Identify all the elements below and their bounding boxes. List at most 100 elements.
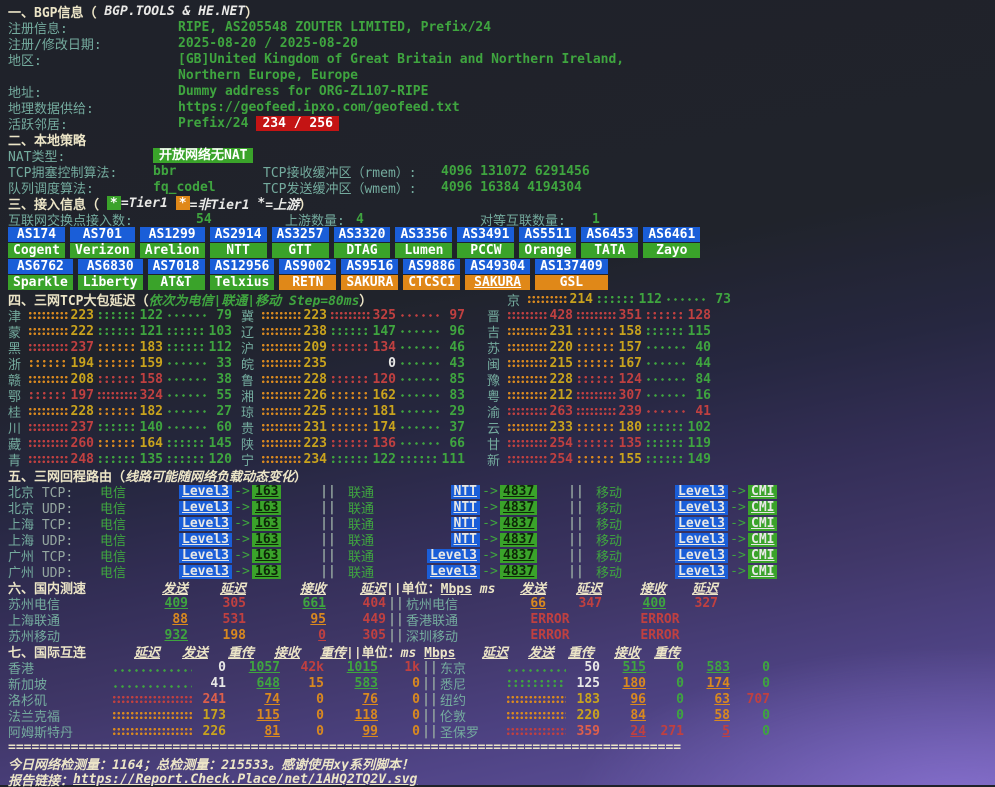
latency-value: 158 bbox=[139, 371, 163, 387]
speed-value: 661 bbox=[302, 595, 326, 611]
latency-subcell: 307 bbox=[573, 387, 642, 403]
latency-bar-zone bbox=[112, 659, 192, 675]
speed-value: 0 bbox=[676, 675, 684, 691]
province-latency-cell: 津 223 122 79 bbox=[8, 307, 232, 324]
as-badge-pair: AS6830 Liberty bbox=[77, 259, 143, 291]
latency-value: 46 bbox=[449, 339, 465, 355]
field-label: 地理数据供给: bbox=[8, 101, 94, 116]
speed-value: 531 bbox=[222, 611, 246, 627]
carrier-badge: DTAG bbox=[333, 243, 391, 258]
route-to-badge: CMI bbox=[748, 564, 778, 579]
latency-subcell: 197 bbox=[25, 387, 94, 403]
latency-bar bbox=[576, 454, 616, 464]
latency-subcell: 41 bbox=[642, 403, 711, 419]
speed-value: 74 bbox=[264, 691, 280, 707]
latency-subcell: 147 bbox=[327, 323, 396, 339]
latency-subcell: 228 bbox=[258, 371, 327, 387]
latency-value: 220 bbox=[576, 707, 600, 723]
latency-bar bbox=[507, 310, 547, 320]
latency-subcell: 324 bbox=[94, 387, 163, 403]
report-link-url[interactable]: https://Report.Check.Place/net/1AHQ2TQ2V… bbox=[73, 771, 418, 787]
tier1-legend: =Tier1 bbox=[120, 195, 176, 211]
latency-value: 84 bbox=[695, 371, 711, 387]
latency-bar bbox=[576, 422, 616, 432]
latency-value: 16 bbox=[695, 387, 711, 403]
carrier-badge: Orange bbox=[519, 243, 577, 258]
latency-subcell: 60 bbox=[163, 419, 232, 435]
latency-value: 428 bbox=[549, 307, 573, 323]
province-latency-cell: 陕 223 136 66 bbox=[241, 435, 465, 452]
city-name: 纽约 bbox=[440, 693, 467, 708]
column-header: 发送 bbox=[519, 581, 546, 596]
isp-name: 联通 bbox=[348, 485, 375, 500]
as-badge-pair: AS7018 AT&T bbox=[147, 259, 205, 291]
geofeed-url[interactable]: https://geofeed.ipxo.com/geofeed.txt bbox=[178, 99, 460, 115]
bgp-info-row: 地理数据供给: https://geofeed.ipxo.com/geofeed.… bbox=[8, 99, 995, 116]
city-name: 广州 bbox=[8, 549, 35, 564]
route-to-zone: 163 bbox=[252, 532, 308, 547]
latency-value: 122 bbox=[372, 451, 396, 467]
return-route-row: 广州 TCP: 电信 Level3 -> 163 || 联通 Level3 -> 4837 || 移动… bbox=[8, 547, 995, 563]
latency-value: 164 bbox=[139, 435, 163, 451]
column-header: 延迟 bbox=[575, 581, 602, 596]
latency-subcell: 66 bbox=[396, 435, 465, 451]
nat-type-line: NAT类型: 开放网络无NAT bbox=[8, 147, 995, 163]
latency-bar bbox=[576, 390, 616, 400]
speed-value: 24 bbox=[630, 723, 646, 739]
latency-subcell: 0 bbox=[327, 355, 396, 371]
latency-value: 254 bbox=[549, 451, 573, 467]
route-from-zone: Level3 bbox=[136, 564, 232, 579]
province-label: 闽 bbox=[487, 357, 501, 372]
latency-value: 183 bbox=[576, 691, 600, 707]
latency-subcell: 145 bbox=[163, 435, 232, 451]
as-badge-pair: AS1299 Arelion bbox=[139, 227, 205, 259]
province-latency-cell: 鲁 228 120 85 bbox=[241, 371, 465, 388]
error-value: ERROR bbox=[640, 627, 680, 643]
route-to-zone: 4837 bbox=[500, 500, 556, 515]
province-label: 苏 bbox=[487, 341, 501, 356]
latency-bar bbox=[399, 313, 439, 317]
latency-subcell: 167 bbox=[573, 355, 642, 371]
international-row: 新加坡 41 648 15 583 0 || 悉尼 125 180 0 174 0 bbox=[8, 675, 995, 692]
latency-bar bbox=[330, 422, 370, 432]
speed-value: 63 bbox=[714, 691, 730, 707]
latency-subcell: 215 bbox=[504, 355, 573, 371]
asn-badge: AS2914 bbox=[209, 227, 267, 242]
latency-subcell: 135 bbox=[94, 451, 163, 467]
latency-value: 225 bbox=[303, 403, 327, 419]
latency-value: 228 bbox=[70, 403, 94, 419]
latency-subcell: 182 bbox=[94, 403, 163, 419]
route-arrow-icon: -> bbox=[482, 547, 498, 563]
latency-bar bbox=[399, 393, 439, 397]
latency-value: 182 bbox=[139, 403, 163, 419]
section2-title-line: 二、本地策略 bbox=[8, 131, 995, 148]
asn-badge: AS9886 bbox=[403, 259, 461, 274]
bgp-info-rows: 注册信息: RIPE, AS205548 ZOUTER LIMITED, Pref… bbox=[8, 19, 995, 132]
latency-value: 73 bbox=[715, 291, 731, 307]
isp-name: 移动 bbox=[596, 517, 623, 532]
node-name: 香港联通 bbox=[406, 613, 459, 628]
column-header: 延迟 bbox=[133, 645, 160, 660]
section6-title: 六、国内测速 bbox=[8, 581, 87, 596]
latency-subcell: 40 bbox=[642, 339, 711, 355]
latency-value: 181 bbox=[372, 403, 396, 419]
column-header: 重传 bbox=[567, 645, 594, 660]
international-row: 法兰克福 173 115 0 118 0 || 伦敦 220 84 0 58 0 bbox=[8, 707, 995, 724]
asn-badge: AS12956 bbox=[209, 259, 275, 274]
speed-value: 0 bbox=[318, 627, 326, 643]
column-header: 延迟 bbox=[219, 581, 246, 596]
province-latency-cell: 桂 228 182 27 bbox=[8, 403, 232, 420]
latency-bar bbox=[28, 358, 68, 368]
route-separator: || bbox=[568, 547, 584, 563]
upstream-count-value: 4 bbox=[356, 211, 364, 227]
speed-value: 76 bbox=[362, 691, 378, 707]
carrier-badge: CTCSCI bbox=[403, 275, 461, 290]
province-label: 甘 bbox=[487, 437, 501, 452]
separator-line: ========================================… bbox=[8, 739, 995, 755]
latency-subcell: 223 bbox=[258, 435, 327, 451]
route-separator: || bbox=[568, 531, 584, 547]
latency-value: 0 bbox=[388, 355, 396, 371]
node-name: 苏州移动 bbox=[8, 629, 61, 644]
route-from-zone: Level3 bbox=[632, 548, 728, 563]
latency-bar bbox=[645, 310, 685, 320]
